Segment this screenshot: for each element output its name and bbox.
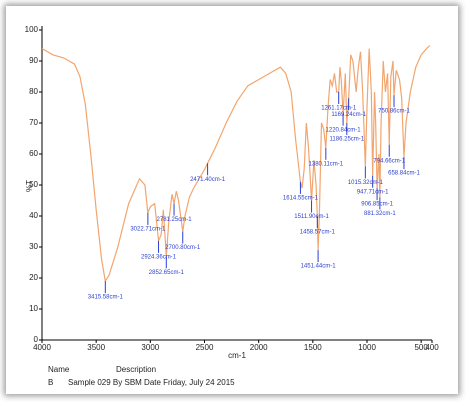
x-axis-label: cm-1 — [228, 351, 246, 360]
y-tick-label: 70 — [29, 118, 38, 127]
x-tick-label: 2500 — [196, 343, 214, 352]
x-tick-label: 4000 — [33, 343, 51, 352]
peak-label: 2852.65cm-1 — [149, 270, 185, 276]
x-tick-label: 500 — [414, 343, 428, 352]
peak-label: 1015.32cm-1 — [348, 180, 384, 186]
x-tick-label: 2000 — [250, 343, 268, 352]
y-tick-label: 40 — [29, 211, 38, 220]
x-tick-label: 1000 — [358, 343, 376, 352]
table-cell: Sample 029 By SBM Date Friday, July 24 2… — [68, 378, 235, 387]
peak-label: 658.84cm-1 — [388, 171, 420, 177]
peak-label: 1451.44cm-1 — [301, 264, 337, 270]
peak-label: 1186.25cm-1 — [330, 137, 365, 143]
y-tick-label: 50 — [29, 180, 38, 189]
peak-label: 1169.24cm-1 — [331, 112, 366, 118]
peak-label: 2700.80cm-1 — [165, 245, 201, 251]
x-tick-label: 3000 — [141, 343, 159, 352]
peak-label: 2781.25cm-1 — [157, 217, 193, 223]
peak-label: 906.85cm-1 — [361, 202, 393, 208]
table-header: Description — [116, 365, 156, 374]
y-tick-label: 90 — [29, 56, 38, 65]
x-tick-label: 1500 — [304, 343, 322, 352]
y-tick-label: 0 — [34, 335, 39, 344]
peak-label: 3415.58cm-1 — [88, 295, 124, 301]
table-header: Name — [48, 365, 70, 374]
y-tick-label: 20 — [29, 273, 38, 282]
peak-label: 947.71cm-1 — [357, 189, 389, 195]
peak-label: 881.32cm-1 — [364, 211, 396, 217]
y-tick-label: 80 — [29, 87, 38, 96]
peak-label: 1458.57cm-1 — [300, 230, 336, 236]
table-cell: B — [48, 378, 53, 387]
y-axis-label: %T — [25, 180, 34, 192]
y-tick-label: 10 — [29, 304, 38, 313]
peak-label: 2924.36cm-1 — [141, 254, 177, 260]
peak-label: 1261.17cm-1 — [321, 106, 357, 112]
peak-label: 3022.71cm-1 — [130, 226, 166, 232]
x-tick-label: 3500 — [87, 343, 105, 352]
peak-label: 1511.90cm-1 — [294, 214, 329, 220]
peak-label: 794.66cm-1 — [373, 158, 405, 164]
peak-label: 2471.40cm-1 — [190, 177, 226, 183]
y-tick-label: 30 — [29, 242, 38, 251]
peak-label: 1380.11cm-1 — [309, 161, 344, 167]
peak-label: 750.86cm-1 — [378, 109, 410, 115]
spectrum-line — [41, 45, 431, 283]
peak-label: 1614.55cm-1 — [283, 195, 319, 201]
x-tick-label: 400 — [425, 343, 439, 352]
y-tick-label: 60 — [29, 149, 38, 158]
y-tick-label: 100 — [25, 25, 39, 34]
peak-label: 1220.84cm-1 — [326, 127, 362, 133]
